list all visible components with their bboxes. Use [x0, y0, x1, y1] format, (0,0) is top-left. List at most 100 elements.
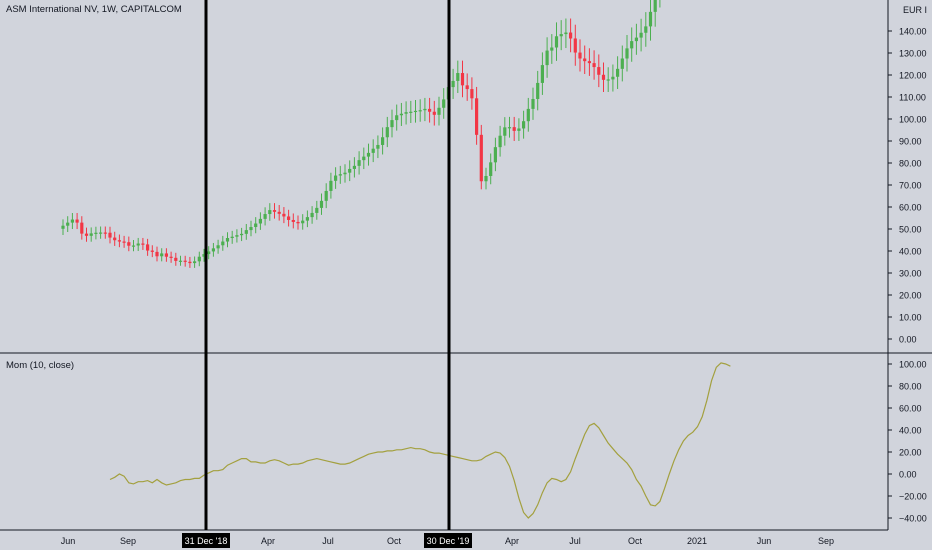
- candle-up: [334, 167, 338, 189]
- candle-body: [277, 211, 281, 214]
- candle-body: [216, 245, 220, 249]
- candle-down: [432, 100, 436, 126]
- candle-up: [606, 67, 610, 92]
- candle-up: [634, 23, 638, 55]
- candle-down: [569, 18, 573, 53]
- candle-body: [423, 108, 427, 111]
- candle-up: [559, 20, 563, 51]
- candle-up: [207, 246, 211, 260]
- candle-body: [522, 121, 526, 129]
- candle-body: [460, 73, 465, 86]
- candle-body: [230, 236, 234, 239]
- candle-body: [404, 112, 408, 114]
- price-tick-label: 70.00: [899, 181, 922, 191]
- candle-up: [66, 216, 70, 232]
- candle-down: [113, 231, 117, 246]
- candle-up: [404, 101, 408, 125]
- candle-up: [70, 213, 74, 230]
- candle-up: [385, 116, 389, 148]
- candle-up: [61, 219, 65, 235]
- candle-body: [366, 152, 371, 157]
- candle-down: [291, 213, 295, 229]
- candle-body: [334, 175, 338, 181]
- candle-up: [89, 227, 93, 242]
- candle-body: [164, 253, 168, 257]
- time-tick-label: Jul: [569, 536, 581, 546]
- candle-body: [301, 220, 305, 224]
- candle-body: [146, 244, 150, 251]
- candle-up: [616, 56, 620, 90]
- candle-body: [211, 248, 215, 252]
- candle-up: [263, 207, 267, 226]
- candle-up: [648, 0, 653, 41]
- candle-body: [479, 134, 483, 182]
- candle-down: [573, 24, 577, 66]
- candle-down: [287, 209, 291, 227]
- candle-body: [371, 148, 375, 153]
- candle-up: [94, 226, 98, 240]
- candle-up: [381, 127, 385, 155]
- candle-body: [437, 107, 441, 115]
- candle-up: [136, 237, 140, 251]
- candle-body: [611, 76, 615, 80]
- candle-body: [324, 190, 328, 201]
- candle-body: [587, 61, 591, 64]
- candle-body: [338, 174, 342, 176]
- candle-up: [644, 12, 648, 47]
- candle-up: [395, 104, 399, 131]
- candle-body: [319, 200, 324, 208]
- candle-up: [366, 143, 371, 166]
- candle-body: [282, 213, 286, 217]
- candle-body: [512, 127, 516, 131]
- momentum-tick-label: 0.00: [899, 470, 917, 480]
- candle-body: [573, 38, 577, 53]
- candle-body: [348, 168, 352, 173]
- candle-body: [418, 110, 422, 112]
- candle-up: [630, 27, 634, 62]
- candle-body: [517, 128, 521, 131]
- candle-down: [597, 54, 601, 88]
- time-tick-label: Jul: [322, 536, 334, 546]
- candle-up: [343, 164, 347, 183]
- time-tick-label: Oct: [628, 536, 643, 546]
- candle-down: [164, 248, 168, 262]
- candle-up: [240, 227, 244, 242]
- candle-body: [103, 232, 107, 234]
- price-tick-label: 130.00: [899, 49, 927, 59]
- candle-up: [418, 99, 422, 122]
- candle-down: [188, 256, 192, 268]
- candle-body: [268, 210, 272, 215]
- candle-up: [507, 116, 512, 138]
- candle-up: [221, 235, 225, 251]
- candle-body: [315, 207, 319, 213]
- symbol-legend[interactable]: ASM International NV, 1W, CAPITALCOM: [6, 4, 182, 15]
- candle-body: [601, 74, 606, 80]
- price-tick-label: 80.00: [899, 159, 922, 169]
- price-tick-label: 50.00: [899, 225, 922, 235]
- candle-body: [540, 65, 544, 83]
- candle-up: [371, 139, 375, 163]
- candle-body: [531, 98, 535, 109]
- candle-up: [409, 100, 413, 124]
- indicator-legend[interactable]: Mom (10, close): [6, 360, 74, 371]
- momentum-line: [109, 362, 731, 519]
- candle-body: [362, 156, 366, 161]
- price-tick-label: 30.00: [899, 269, 922, 279]
- candle-body: [272, 210, 277, 212]
- candle-body: [357, 160, 361, 166]
- candle-body: [456, 73, 460, 81]
- candle-up: [564, 18, 568, 49]
- candle-body: [432, 111, 436, 115]
- candle-up: [362, 147, 366, 170]
- candle-down: [601, 62, 606, 92]
- candle-up: [268, 203, 272, 221]
- candle-body: [625, 48, 629, 59]
- momentum-tick-label: 100.00: [899, 360, 927, 370]
- candle-up: [639, 18, 643, 52]
- candle-body: [202, 254, 206, 257]
- candle-body: [545, 50, 549, 66]
- candle-body: [221, 241, 225, 246]
- candles-group: [61, 0, 661, 268]
